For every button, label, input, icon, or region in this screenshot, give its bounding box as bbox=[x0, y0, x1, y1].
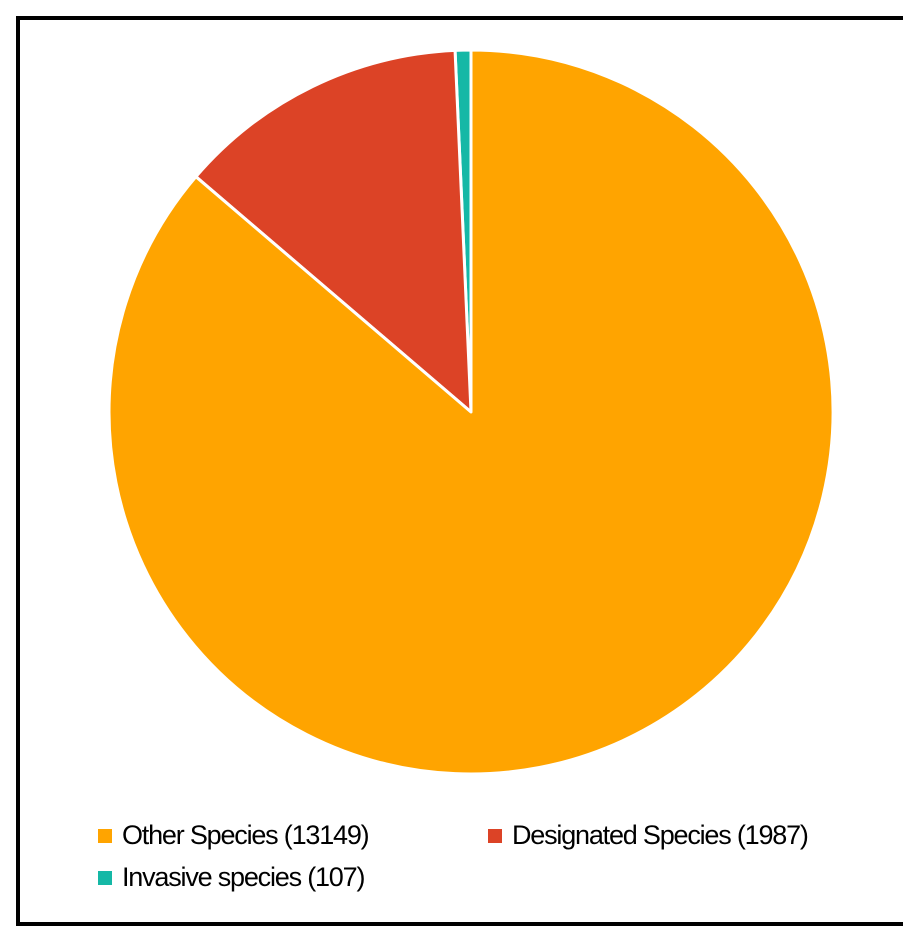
pie-slice-designated-species bbox=[194, 48, 473, 414]
legend-item-other-species: Other Species (13149) bbox=[98, 820, 370, 851]
legend-item-invasive-species: Invasive species (107) bbox=[98, 862, 365, 893]
legend-item-designated-species: Designated Species (1987) bbox=[488, 820, 809, 851]
legend-swatch-other-species bbox=[98, 828, 112, 843]
chart-frame: Other Species (13149) Designated Species… bbox=[16, 16, 903, 926]
pie-slice-other-species bbox=[107, 48, 835, 776]
pie-chart bbox=[107, 48, 835, 776]
legend-label-invasive-species: Invasive species (107) bbox=[122, 862, 365, 892]
legend-swatch-invasive-species bbox=[98, 870, 112, 885]
legend-swatch-designated-species bbox=[488, 828, 502, 843]
legend-label-other-species: Other Species (13149) bbox=[122, 820, 370, 850]
legend-label-designated-species: Designated Species (1987) bbox=[512, 820, 809, 850]
